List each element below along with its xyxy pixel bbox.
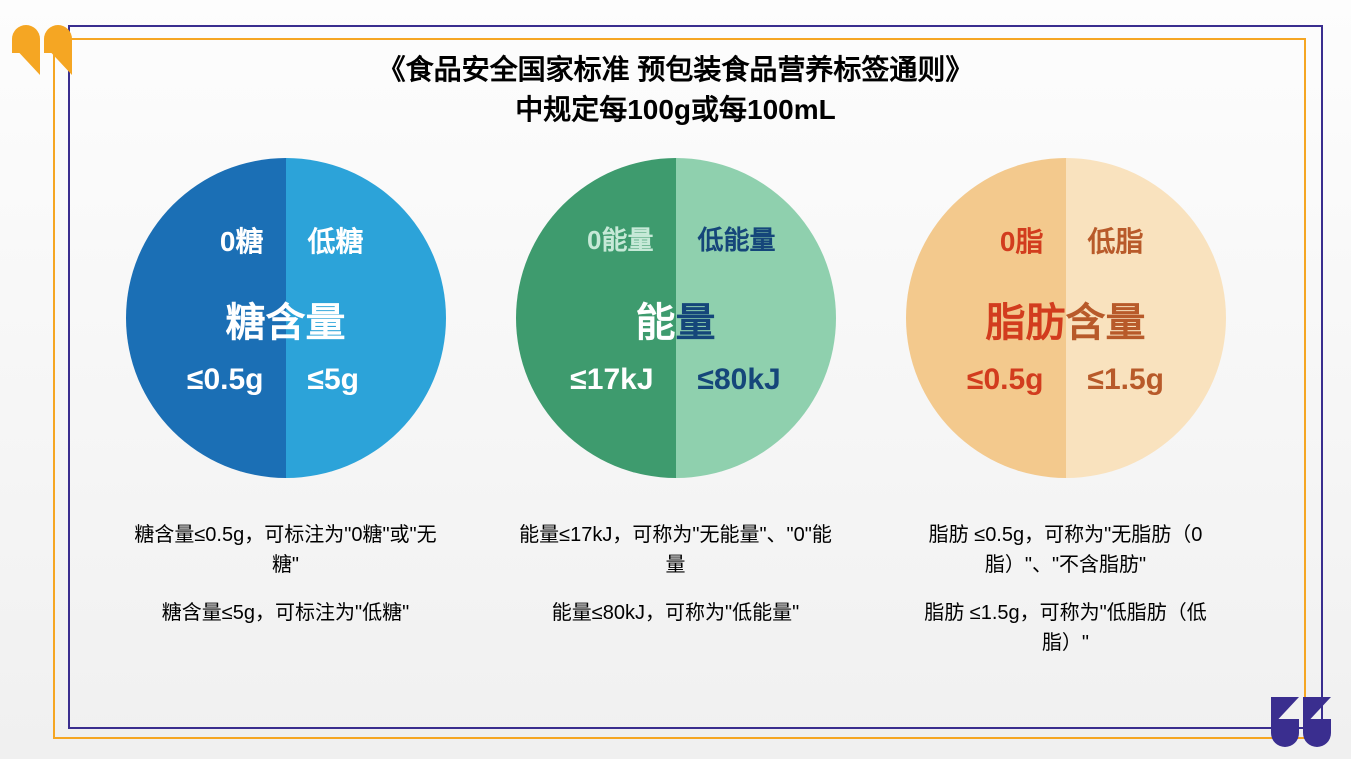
descriptions-row: 糖含量≤0.5g，可标注为"0糖"或"无糖" 糖含量≤5g，可标注为"低糖" 能量≤… [0, 520, 1351, 676]
desc-energy: 能量≤17kJ，可称为"无能量"、"0"能量能量≤80kJ，可称为"低能量" [516, 520, 836, 676]
value-low-sugar: ≤5g [308, 363, 359, 397]
desc-sugar: 糖含量≤0.5g，可标注为"0糖"或"无糖" 糖含量≤5g，可标注为"低糖" [126, 520, 446, 676]
value-zero-sugar: ≤0.5g [187, 363, 264, 397]
circle-sugar-left: 0糖 ≤0.5g [126, 158, 286, 478]
circle-energy-right: 低能量 ≤80kJ [676, 158, 836, 478]
circle-sugar-right: 低糖 ≤5g [286, 158, 446, 478]
value-low-fat: ≤1.5g [1088, 363, 1165, 397]
desc-fat-line1: 脂肪 ≤0.5g，可称为"无脂肪（0脂）"、"不含脂肪" [906, 520, 1226, 580]
label-low-energy: 低能量 [698, 220, 776, 257]
desc-fat-line2: 脂肪 ≤1.5g，可称为"低脂肪（低脂）" [906, 598, 1226, 658]
label-zero-sugar: 0糖 [220, 220, 264, 260]
label-low-fat: 低脂 [1088, 220, 1144, 260]
circle-fat: 0脂≤0.5g低脂≤1.5g脂肪含量 [906, 158, 1226, 478]
circles-row: 0糖≤0.5g低糖≤5g糖含量0能量≤17kJ低能量≤80kJ能量0脂≤0.5g… [0, 158, 1351, 478]
title-line2: 中规定每100g或每100mL [0, 88, 1351, 128]
circle-fat-right: 低脂 ≤1.5g [1066, 158, 1226, 478]
desc-sugar-line2: 糖含量≤5g，可标注为"低糖" [126, 598, 446, 628]
value-zero-energy: ≤17kJ [570, 363, 653, 397]
title-line1: 《食品安全国家标准 预包装食品营养标签通则》 [0, 48, 1351, 88]
label-low-sugar: 低糖 [308, 220, 364, 260]
circle-fat-left: 0脂 ≤0.5g [906, 158, 1066, 478]
circle-energy: 0能量≤17kJ低能量≤80kJ能量 [516, 158, 836, 478]
circle-energy-left: 0能量 ≤17kJ [516, 158, 676, 478]
label-zero-energy: 0能量 [587, 220, 653, 257]
desc-energy-line1: 能量≤17kJ，可称为"无能量"、"0"能量 [516, 520, 836, 580]
page-title: 《食品安全国家标准 预包装食品营养标签通则》 中规定每100g或每100mL [0, 48, 1351, 128]
desc-fat: 脂肪 ≤0.5g，可称为"无脂肪（0脂）"、"不含脂肪" 脂肪 ≤1.5g，可称为… [906, 520, 1226, 676]
desc-energy-line2: 能量≤80kJ，可称为"低能量" [516, 598, 836, 628]
desc-sugar-line1: 糖含量≤0.5g，可标注为"0糖"或"无糖" [126, 520, 446, 580]
value-zero-fat: ≤0.5g [967, 363, 1044, 397]
label-zero-fat: 0脂 [1000, 220, 1044, 260]
value-low-energy: ≤80kJ [698, 363, 781, 397]
quote-close-icon [1271, 697, 1331, 747]
circle-sugar: 0糖≤0.5g低糖≤5g糖含量 [126, 158, 446, 478]
